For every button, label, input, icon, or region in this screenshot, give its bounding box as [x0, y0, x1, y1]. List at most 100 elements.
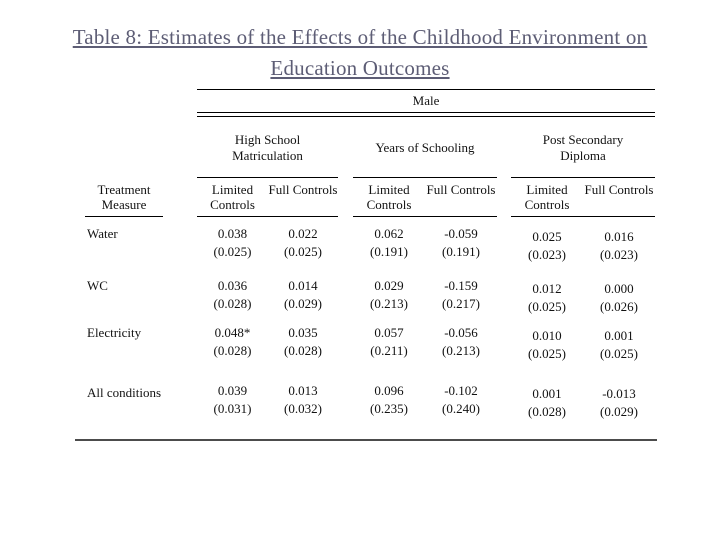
table-cell: 0.001 (0.025): [583, 319, 655, 377]
double-rule: [197, 112, 655, 117]
coefficient: 0.000: [604, 281, 634, 296]
row-label-all-conditions: All conditions: [85, 374, 197, 434]
coefficient: 0.038: [217, 226, 248, 241]
subheader-limited-controls-3: Limited Controls: [511, 178, 583, 217]
table-cell: 0.016 (0.023): [583, 220, 655, 272]
standard-error: (0.213): [442, 343, 480, 358]
coefficient: 0.025: [532, 229, 562, 244]
table-cell: 0.048* (0.028): [197, 316, 268, 374]
coefficient: 0.014: [288, 278, 318, 293]
subheader-limited-controls-1: Limited Controls: [197, 178, 268, 217]
slide-title-line2: Education Outcomes: [270, 56, 450, 80]
standard-error: (0.025): [528, 346, 566, 361]
table-cell: 0.039 (0.031): [197, 374, 268, 434]
row-label-electricity: Electricity: [85, 316, 197, 374]
table-cell: 0.022 (0.025): [268, 217, 338, 269]
table-cell: -0.059 (0.191): [425, 217, 497, 269]
coefficient: 0.036: [217, 278, 248, 293]
standard-error: (0.032): [284, 401, 322, 416]
table-cell: 0.036 (0.028): [197, 269, 268, 316]
table-cell: 0.038 (0.025): [197, 217, 268, 269]
table-cell: 0.057 (0.211): [353, 316, 425, 374]
coefficient: 0.096: [374, 383, 404, 398]
standard-error: (0.029): [284, 296, 322, 311]
standard-error: (0.031): [213, 401, 252, 416]
row-label-wc: WC: [85, 269, 197, 316]
table-cell: 0.062 (0.191): [353, 217, 425, 269]
table-cell: 0.035 (0.028): [268, 316, 338, 374]
coefficient: 0.013: [288, 383, 318, 398]
subheader-limited-controls-2: Limited Controls: [353, 178, 425, 217]
table-cell: 0.029 (0.213): [353, 269, 425, 316]
standard-error: (0.029): [600, 404, 638, 419]
standard-error: (0.028): [528, 404, 566, 419]
table-cell: -0.013 (0.029): [583, 377, 655, 437]
coefficient: 0.062: [374, 226, 404, 241]
results-table: Male High School Matriculation Years of …: [85, 89, 655, 434]
coefficient: -0.013: [602, 386, 636, 401]
standard-error: (0.025): [213, 244, 252, 259]
table-cell: 0.025 (0.023): [511, 220, 583, 272]
coefficient: 0.001: [604, 328, 634, 343]
standard-error: (0.025): [600, 346, 638, 361]
table-cell: 0.010 (0.025): [511, 319, 583, 377]
standard-error: (0.191): [442, 244, 480, 259]
coefficient: -0.059: [444, 226, 478, 241]
row-label-text: Water: [87, 226, 118, 241]
table-cell: 0.013 (0.032): [268, 374, 338, 434]
column-group-post-secondary-diploma: Post Secondary Diploma: [511, 118, 655, 178]
coefficient: 0.001: [532, 386, 562, 401]
slide-title-line1: Table 8: Estimates of the Effects of the…: [72, 25, 648, 49]
standard-error: (0.240): [442, 401, 480, 416]
standard-error: (0.211): [370, 343, 408, 358]
coefficient: 0.039: [217, 383, 248, 398]
standard-error: (0.023): [528, 247, 566, 262]
table-span-header-male: Male: [197, 89, 655, 112]
standard-error: (0.026): [600, 299, 638, 314]
table-cell: -0.056 (0.213): [425, 316, 497, 374]
coefficient: -0.102: [444, 383, 478, 398]
standard-error: (0.235): [370, 401, 408, 416]
table-cell: -0.102 (0.240): [425, 374, 497, 434]
table-cell: 0.001 (0.028): [511, 377, 583, 437]
coefficient: 0.029: [374, 278, 404, 293]
table-cell: 0.000 (0.026): [583, 272, 655, 319]
row-label-text: Electricity: [87, 325, 142, 340]
row-label-water: Water: [85, 217, 197, 269]
column-group-label: High School Matriculation: [232, 131, 303, 163]
subheader-full-controls-2: Full Controls: [425, 178, 497, 217]
slide-title: Table 8: Estimates of the Effects of the…: [0, 22, 720, 84]
column-group-high-school-matriculation: High School Matriculation: [197, 118, 338, 178]
standard-error: (0.213): [370, 296, 408, 311]
coefficient: 0.012: [532, 281, 562, 296]
coefficient: 0.016: [604, 229, 634, 244]
standard-error: (0.025): [528, 299, 566, 314]
row-label-text: WC: [87, 278, 108, 293]
row-header-text: Treatment Measure: [85, 178, 163, 217]
coefficient: 0.057: [374, 325, 404, 340]
row-label-text: All conditions: [87, 385, 162, 400]
column-group-years-of-schooling: Years of Schooling: [353, 118, 497, 178]
coefficient: -0.056: [444, 325, 478, 340]
standard-error: (0.217): [442, 296, 480, 311]
coefficient: -0.159: [444, 278, 478, 293]
coefficient: 0.035: [288, 325, 318, 340]
subheader-full-controls-1: Full Controls: [268, 178, 338, 217]
coefficient: 0.010: [532, 328, 562, 343]
standard-error: (0.028): [213, 343, 252, 358]
subheader-full-controls-3: Full Controls: [583, 178, 655, 217]
table-bottom-rule: [75, 439, 657, 441]
table-cell: -0.159 (0.217): [425, 269, 497, 316]
standard-error: (0.023): [600, 247, 638, 262]
coefficient: 0.022: [288, 226, 318, 241]
column-group-label: Years of Schooling: [375, 139, 475, 155]
table-cell: 0.096 (0.235): [353, 374, 425, 434]
coefficient: 0.048*: [214, 325, 251, 340]
standard-error: (0.028): [284, 343, 322, 358]
table-cell: 0.014 (0.029): [268, 269, 338, 316]
standard-error: (0.025): [284, 244, 322, 259]
standard-error: (0.028): [213, 296, 252, 311]
table-cell: 0.012 (0.025): [511, 272, 583, 319]
column-group-label: Post Secondary Diploma: [542, 131, 624, 163]
